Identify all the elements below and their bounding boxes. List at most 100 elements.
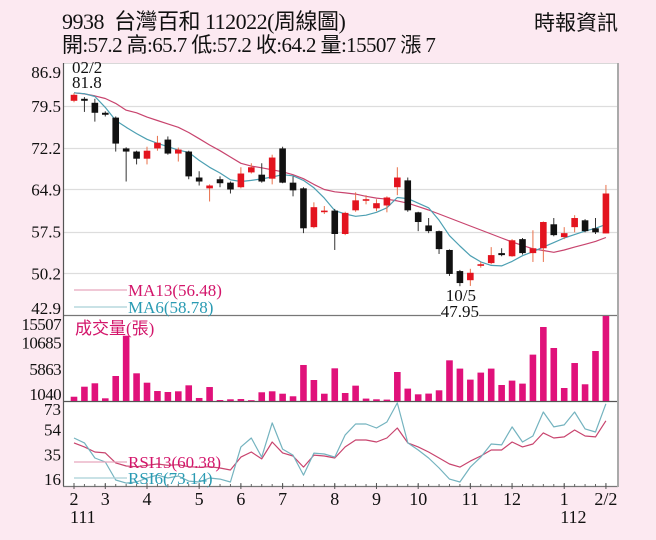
rsi-tick-label: 54 [44,420,62,439]
candle-body [248,167,255,173]
volume-bar [321,393,328,401]
candle [185,150,193,180]
candle-body [175,149,182,154]
volume-bar [195,397,203,401]
x-tick-label: 6 [236,489,245,509]
volume-bar [133,373,140,401]
candle-body [540,222,547,249]
annotation-value: 81.8 [72,73,102,92]
candle [362,195,370,205]
x-tick-label: 12 [503,489,521,509]
candle [456,269,464,287]
quote-summary: 開:57.2 高:65.7 低:57.2 收:64.2 量:15507 漲 7 [62,33,436,57]
candle-body [81,98,88,101]
candle-body [91,102,99,113]
volume-bar [456,368,464,401]
candle [227,181,234,194]
candle [331,208,339,250]
volume-tick-label: 10685 [21,333,61,352]
candle [279,146,286,184]
price-tick-label: 72.2 [31,139,61,158]
price-gridlines [64,105,617,275]
candle-body [508,240,516,257]
candle [602,184,610,234]
rsi13-legend-label: RSI13(60.38) [128,453,221,472]
candle-body [268,157,276,179]
x-tick-label: 1 [560,489,569,509]
price-tick-label: 86.9 [31,63,61,82]
candlesticks [70,93,610,287]
candle-body [529,248,537,254]
volume-bar [602,316,610,401]
candle [435,230,443,254]
candle-body [435,231,443,250]
candle [154,135,161,151]
candle-body [112,117,120,144]
x-year-label: 111 [70,507,96,527]
x-tick-label: 5 [195,489,204,509]
candle [477,261,485,268]
candle-body [602,193,610,234]
candle-body [341,212,349,234]
source-label: 時報資訊 [534,11,618,35]
candle-body [560,233,568,238]
volume-bar [487,368,495,401]
price-tick-label: 50.2 [31,264,61,283]
rsi-tick-label: 73 [44,400,61,419]
volume-panel-label: 成交量(張) [75,319,154,338]
volume-bar [154,391,161,401]
rsi13-line [73,420,607,471]
x-year-label: 112 [560,507,586,527]
candle-body [592,228,599,233]
candle-body [550,224,558,236]
volume-bar [414,394,422,401]
volume-bar [571,363,578,401]
candle [341,211,349,236]
candle [101,111,109,117]
candle-body [279,148,286,183]
volume-bar [373,399,380,401]
candle [581,219,589,233]
candle [310,202,318,229]
volume-bar [498,384,505,401]
candle [560,227,568,240]
volume-bar [540,327,547,401]
chart-title: 9938 台灣百和 112022(周線圖) [62,9,346,34]
volume-bar [435,390,443,401]
ma13-legend-label: MA13(56.48) [128,281,222,300]
candle-body [467,272,474,281]
candle-body [477,264,485,266]
candle [540,221,547,262]
ma-legend: MA13(56.48)MA6(58.78) [74,281,222,317]
x-tick-label: 10 [409,489,427,509]
volume-bar [216,400,224,401]
annotation-bg [440,304,479,318]
price-annotation-high: 02/281.8 [72,58,102,92]
candle [248,163,255,174]
rsi-tick-label: 16 [44,470,61,489]
volume-bar [91,383,99,401]
candle [258,163,266,183]
volume-bar [300,364,307,401]
volume-bar [70,396,78,401]
volume-bar [81,386,88,401]
price-annotation-low: 10/547.95 [441,286,479,321]
volume-bar [477,372,485,401]
volume-bar [560,388,568,401]
candle-body [206,185,213,189]
candle [571,215,578,233]
volume-bar [362,398,370,401]
ma6-legend-label: MA6(58.78) [128,298,213,317]
candle [487,247,495,265]
candle [383,196,391,213]
candle-body [487,255,495,264]
rsi-tick-label: 35 [44,446,61,465]
candle [268,154,276,185]
candle [321,206,328,215]
ma13-line [73,92,607,253]
candle [143,146,151,165]
candle-body [519,239,526,254]
x-tick-label: 2 [70,489,79,509]
candle-body [456,271,464,284]
